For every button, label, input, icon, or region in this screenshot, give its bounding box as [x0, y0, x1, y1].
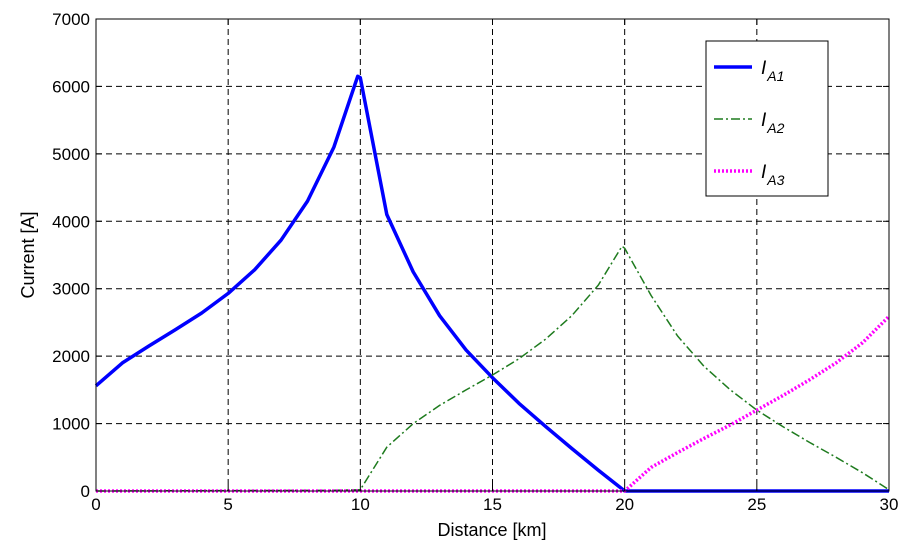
x-tick-label: 5: [223, 495, 232, 514]
y-tick-label: 0: [81, 482, 90, 501]
series-lines: [94, 74, 891, 493]
x-tick-label: 0: [91, 495, 100, 514]
y-tick-label: 7000: [52, 10, 90, 29]
axis-ticks: [95, 18, 890, 492]
y-tick-label: 4000: [52, 212, 90, 231]
legend: IA1 IA2 IA3: [705, 40, 829, 197]
tick-labels: 0 5 10 15 20 25 30 0 1000 2000 3000 4000 5000 6000 700…: [52, 10, 898, 514]
x-tick-label: 20: [615, 495, 634, 514]
legend-label: IA1: [761, 58, 784, 84]
y-tick-label: 2000: [52, 347, 90, 366]
series-line-a3: [96, 315, 891, 493]
x-tick-label: 25: [747, 495, 766, 514]
x-tick-label: 15: [483, 495, 502, 514]
y-tick-label: 5000: [52, 145, 90, 164]
y-axis-label: Current [A]: [18, 211, 38, 298]
legend-label: IA3: [761, 162, 785, 188]
y-tick-label: 6000: [52, 77, 90, 96]
series-line-a1: [94, 74, 889, 493]
legend-label: IA2: [761, 110, 785, 136]
x-axis-label: Distance [km]: [437, 520, 546, 540]
y-tick-label: 1000: [52, 415, 90, 434]
x-tick-label: 30: [880, 495, 899, 514]
x-tick-label: 10: [351, 495, 370, 514]
series-line-a2: [95, 245, 890, 492]
y-tick-label: 3000: [52, 280, 90, 299]
